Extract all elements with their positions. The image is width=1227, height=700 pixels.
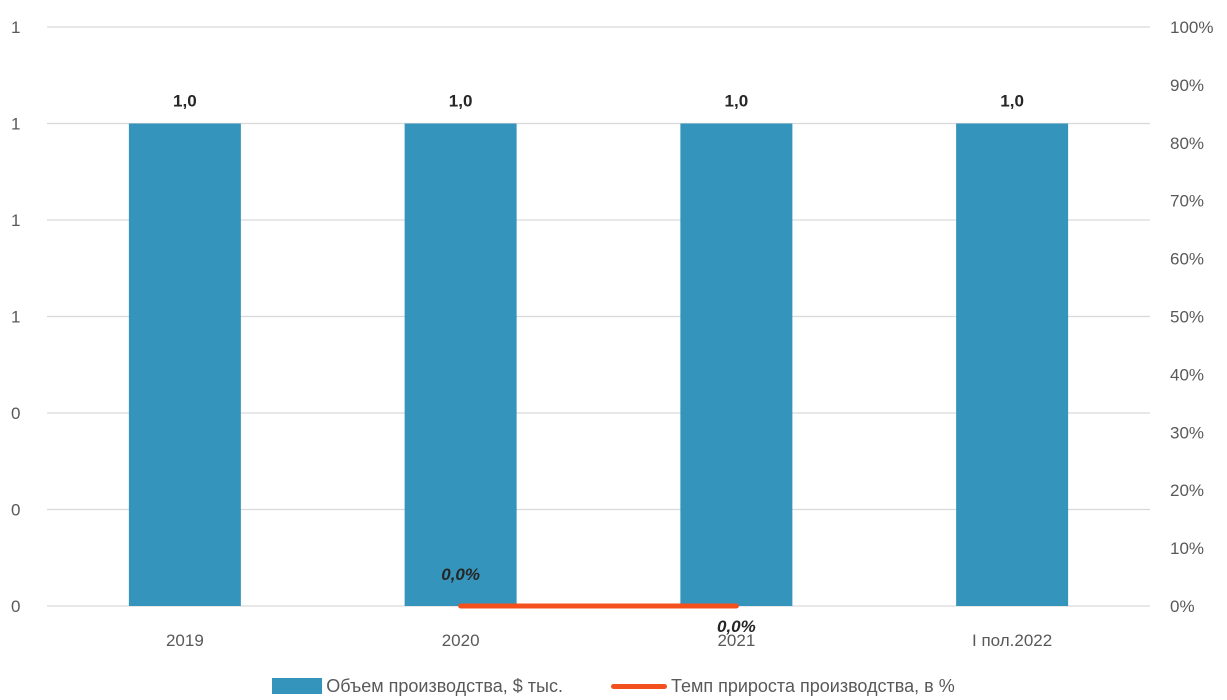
- line-data-label: 0,0%: [441, 565, 480, 584]
- combo-chart: 0 0 0 1 1 1 1 0% 10% 20% 30% 40% 50% 60% 70% 80% 90% 100…: [11, 18, 1213, 650]
- right-axis-tick-label: 100%: [1170, 18, 1213, 37]
- right-axis-tick-label: 80%: [1170, 134, 1204, 153]
- x-axis-tick-label: 2021: [717, 631, 755, 650]
- legend-line-swatch: [610, 683, 667, 689]
- legend-bar-swatch: [272, 678, 323, 694]
- legend: Объем производства, $ тыс. Темп прироста…: [0, 672, 1227, 700]
- x-axis: 2019 2020 2021 I пол.2022: [166, 631, 1052, 650]
- right-axis-tick-label: 0%: [1170, 597, 1195, 616]
- left-axis-tick-label: 1: [11, 308, 20, 327]
- x-axis-tick-label: 2020: [442, 631, 480, 650]
- bar: [404, 123, 517, 606]
- right-axis-tick-label: 90%: [1170, 76, 1204, 95]
- bar-data-label: 1,0: [725, 92, 749, 111]
- bar: [956, 123, 1069, 606]
- bar-data-label: 1,0: [173, 92, 197, 111]
- bar: [680, 123, 793, 606]
- right-axis-tick-label: 60%: [1170, 250, 1204, 269]
- bar-series: 1,0 1,0 1,0 1,0: [128, 92, 1069, 606]
- legend-item-bar: Объем производства, $ тыс.: [272, 676, 563, 697]
- right-axis-tick-label: 30%: [1170, 423, 1204, 442]
- legend-item-line: Темп прироста производства, в %: [610, 675, 955, 697]
- right-axis-tick-label: 10%: [1170, 539, 1204, 558]
- bar-data-label: 1,0: [1000, 92, 1024, 111]
- x-axis-tick-label: I пол.2022: [972, 631, 1052, 650]
- right-axis-tick-label: 50%: [1170, 308, 1204, 327]
- legend-line-label: Темп прироста производства, в %: [670, 675, 955, 696]
- left-axis-tick-label: 1: [11, 211, 20, 230]
- bar-data-label: 1,0: [449, 92, 473, 111]
- legend-bar-label: Объем производства, $ тыс.: [326, 675, 563, 696]
- x-axis-tick-label: 2019: [166, 631, 204, 650]
- left-axis-tick-label: 0: [11, 501, 20, 520]
- line-data-label: 0,0%: [717, 617, 756, 636]
- line-series: 0,0% 0,0%: [441, 565, 756, 636]
- bar: [128, 123, 241, 606]
- left-axis-tick-label: 0: [11, 404, 20, 423]
- left-axis-tick-label: 0: [11, 597, 20, 616]
- left-axis-tick-label: 1: [11, 115, 20, 134]
- right-axis: 0% 10% 20% 30% 40% 50% 60% 70% 80% 90% 100%: [1170, 18, 1213, 616]
- left-axis: 0 0 0 1 1 1 1: [11, 18, 20, 616]
- left-axis-tick-label: 1: [11, 18, 20, 37]
- right-axis-tick-label: 40%: [1170, 365, 1204, 384]
- right-axis-tick-label: 70%: [1170, 192, 1204, 211]
- right-axis-tick-label: 20%: [1170, 481, 1204, 500]
